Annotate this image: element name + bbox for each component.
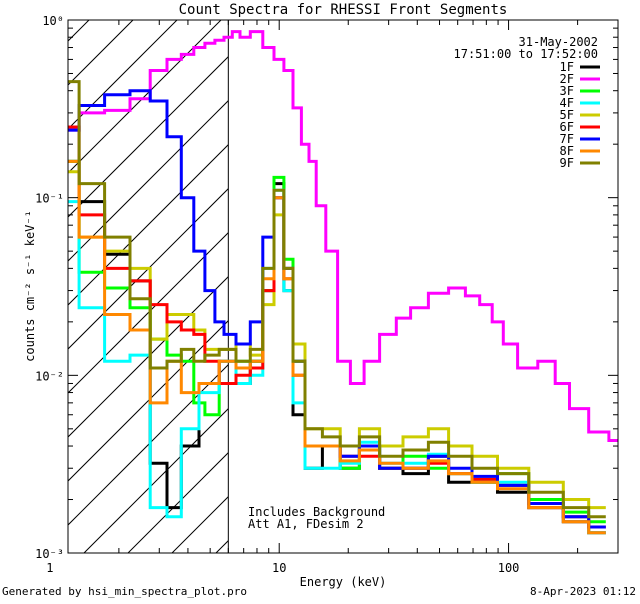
legend-label-8F: 8F xyxy=(560,144,574,158)
hatch-line xyxy=(68,363,229,526)
y-axis-label: counts cm⁻² s⁻¹ keV⁻¹ xyxy=(23,210,37,362)
y-tick-label: 10⁰ xyxy=(42,14,64,28)
axis-ticks xyxy=(68,19,619,554)
hatched-low-energy-region xyxy=(0,0,229,553)
y-tick-label: 10⁻¹ xyxy=(35,192,64,206)
hatch-line xyxy=(0,0,112,553)
hatch-line xyxy=(68,99,229,262)
attenuator-note: Att A1, FDesim 2 xyxy=(248,517,364,531)
plot-frame xyxy=(67,19,619,554)
legend-label-3F: 3F xyxy=(560,84,574,98)
hatch-line xyxy=(68,143,229,306)
legend-label-1F: 1F xyxy=(560,60,574,74)
x-axis-label: Energy (keV) xyxy=(300,575,387,589)
time-range-label: 17:51:00 to 17:52:00 xyxy=(454,47,599,61)
series-group xyxy=(68,30,618,535)
y-tick-label: 10⁻³ xyxy=(35,547,64,561)
series-9F-line xyxy=(68,80,606,519)
hatch-line xyxy=(68,20,222,174)
generated-by-footer: Generated by hsi_min_spectra_plot.pro xyxy=(2,585,247,598)
hatch-line xyxy=(83,407,229,553)
hatch-line xyxy=(68,231,229,394)
hatch-line xyxy=(68,319,229,482)
hatch-line xyxy=(68,275,229,438)
timestamp-footer: 8-Apr-2023 01:12 xyxy=(530,585,636,598)
date-label: 31-May-2002 xyxy=(519,35,598,49)
legend-label-2F: 2F xyxy=(560,72,574,86)
legend-label-6F: 6F xyxy=(560,120,574,134)
hatch-line xyxy=(68,20,178,130)
series-2F-line xyxy=(68,30,618,442)
legend-label-4F: 4F xyxy=(560,96,574,110)
y-tick-label: 10⁻² xyxy=(35,369,64,383)
x-tick-label: 10 xyxy=(272,561,286,575)
background-note: Includes Background xyxy=(248,505,385,519)
legend-label-9F: 9F xyxy=(560,156,574,170)
x-tick-label: 100 xyxy=(498,561,520,575)
chart-title: Count Spectra for RHESSI Front Segments xyxy=(179,2,508,18)
legend-label-5F: 5F xyxy=(560,108,574,122)
y-tick-labels: 10⁰ 10⁻¹ 10⁻² 10⁻³ xyxy=(35,14,64,561)
hatch-line xyxy=(68,20,134,86)
x-tick-label: 1 xyxy=(46,561,53,575)
legend-label-7F: 7F xyxy=(560,132,574,146)
hatch-line xyxy=(68,187,229,350)
x-tick-labels: 1 10 100 xyxy=(46,561,519,575)
